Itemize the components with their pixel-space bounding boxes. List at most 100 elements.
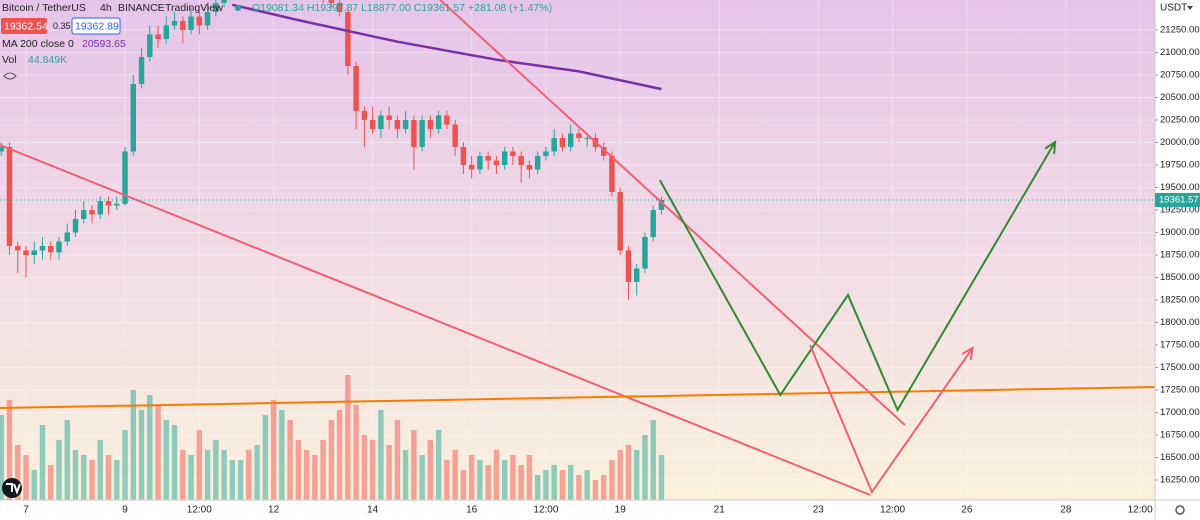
y-tick-label: 19250.00 [1160,205,1200,216]
volume-bar [345,375,351,500]
volume-bar [353,405,359,500]
candle-body [633,268,640,282]
volume-bar [386,445,392,500]
candle-body [617,191,623,251]
volume-bar [526,455,533,500]
volume-bar [130,390,137,500]
y-tick-label: 20250.00 [1160,114,1200,125]
candle-body [6,146,13,246]
volume-bar [427,440,434,500]
bid-price[interactable]: 19362.54 [4,20,48,32]
y-tick-label: 18500.00 [1160,272,1200,283]
candle-body [576,133,582,138]
volume-bar [551,465,557,500]
volume-bar [312,455,318,500]
volume-bar [320,440,326,500]
candle-body [551,137,557,152]
volume-bar [584,470,590,500]
axis-unit[interactable]: USDT [1160,3,1187,14]
ma-label[interactable]: MA 200 close 0 [2,38,74,50]
y-tick-label: 18000.00 [1160,317,1200,328]
interval[interactable]: 4h [100,2,112,14]
volume-bar [444,460,450,500]
vol-label[interactable]: Vol [2,54,17,66]
gear[interactable] [1175,505,1185,515]
tv-logo[interactable] [2,478,22,498]
x-tick-label: 14 [367,505,379,516]
volume-bar [303,450,310,500]
volume-bar [658,455,665,500]
y-tick-label: 17750.00 [1160,340,1200,351]
volume-bar [254,445,260,500]
volume-bar [625,445,632,500]
volume-bar [48,465,54,500]
candle-body [411,119,417,147]
volume-bar [0,415,4,500]
candle-body [444,115,450,125]
candle-body [188,16,194,30]
volume-bar [171,425,178,500]
volume-bar [369,440,376,500]
candle-body [328,0,335,3]
exchange: BINANCE [118,2,165,14]
volume-bar [510,455,516,500]
x-tick-label: 7 [23,505,29,516]
volume-bar [295,440,302,500]
volume-bar [336,410,343,500]
x-tick-label: 23 [813,505,825,516]
candle-body [518,155,524,165]
volume-bar [411,430,417,500]
volume-bar [155,405,161,500]
candle-body [460,146,467,165]
candle-body [89,209,95,215]
ask-price[interactable]: 19362.89 [75,20,119,32]
settings-icon[interactable] [1175,505,1185,515]
eye-icon[interactable] [3,72,17,80]
candle-body [625,250,632,282]
volume-bar [213,440,219,500]
volume-bar [468,455,475,500]
candle-body [213,2,219,12]
buy-box[interactable] [71,17,121,35]
candle-body [15,245,21,251]
volume-bar [452,450,458,500]
candle-body [130,83,137,152]
volume-bar [361,435,368,500]
volume-bar [196,430,203,500]
trend-drawing [0,144,871,496]
trend-drawing [809,344,974,495]
candle-body [419,119,425,147]
volume-bar [435,430,442,500]
candle-body [609,155,615,192]
symbol-title[interactable]: Bitcoin / TetherUS [2,2,86,14]
volume-bar [378,410,384,500]
candle-body [336,2,343,12]
volume-bar [279,410,285,500]
x-tick-label: 9 [122,505,128,516]
candle-body [0,146,4,152]
volume-bar [485,465,491,500]
y-tick-label: 16500.00 [1160,452,1200,463]
volume-bar [31,470,37,500]
candle-body [584,137,590,139]
y-tick-label: 20500.00 [1160,92,1200,103]
status-dot [235,5,241,11]
volume-bar [576,475,582,500]
vol-value: 44.849K [28,54,67,66]
y-tick-label: 16750.00 [1160,430,1200,441]
logo-mark[interactable] [6,483,21,495]
y-tick-label: 17250.00 [1160,385,1200,396]
candle-body [650,209,656,237]
volume-bar [89,460,95,500]
unit-caret[interactable] [1187,6,1193,10]
candle-body [72,218,79,233]
volume-bar [559,470,566,500]
volume-bar [204,450,211,500]
y-tick-label: 19750.00 [1160,160,1200,171]
volume-bar [237,460,244,500]
candle-body [477,155,483,170]
sell-box[interactable] [1,18,47,34]
volume-bar [534,475,541,500]
volume-bar [402,450,409,500]
